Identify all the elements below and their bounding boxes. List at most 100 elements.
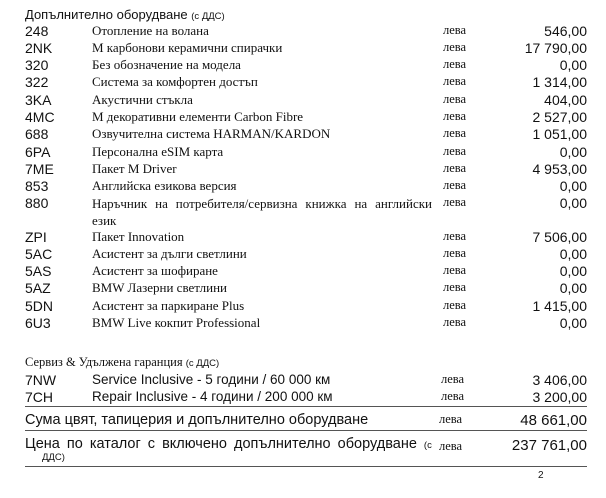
item-code: ZPI — [25, 229, 47, 245]
item-code: 6PA — [25, 144, 51, 160]
catalog-note-cont: ДДС) — [42, 452, 65, 463]
item-currency: лева — [443, 57, 467, 71]
item-amount: 1 051,00 — [532, 126, 588, 142]
item-description: Асистент за дълги светлини — [92, 246, 247, 261]
page-number: 2 — [538, 470, 544, 481]
item-currency: лева — [443, 161, 467, 175]
sum-amount: 48 661,00 — [520, 412, 587, 429]
item-code: 5AC — [25, 246, 53, 262]
table-row: 3KA Акустични стъкла лева 404,00 — [0, 92, 606, 109]
item-description: Наръчник на потребителя/сервизна книжка … — [92, 196, 432, 228]
item-currency: лева — [443, 315, 467, 329]
service-title-note: (с ДДС) — [185, 358, 220, 369]
item-description: Отопление на волана — [92, 23, 209, 38]
table-row: 6PA Персонална eSIM карта лева 0,00 — [0, 144, 606, 161]
item-code: 2NK — [25, 40, 53, 56]
service-heading: Сервиз & Удължена гаранция (с ДДС) — [25, 355, 219, 370]
table-row: 7NW Service Inclusive - 5 години / 60 000… — [0, 372, 606, 389]
item-currency: лева — [443, 23, 467, 37]
divider — [25, 466, 587, 467]
item-amount: 0,00 — [559, 246, 587, 262]
table-row: 880 Наръчник на потребителя/сервизна книж… — [0, 195, 606, 228]
item-description: Система за комфортен достъп — [92, 74, 258, 89]
item-amount: 4 953,00 — [532, 161, 588, 177]
item-amount: 404,00 — [544, 92, 587, 108]
item-code: 4MC — [25, 109, 55, 125]
item-code: 688 — [25, 126, 49, 142]
item-code: 853 — [25, 178, 49, 194]
sum-row: Сума цвят, тапицерия и допълнително обор… — [0, 412, 606, 429]
table-row: 7CH Repair Inclusive - 4 години / 200 000… — [0, 389, 606, 406]
catalog-label: Цена по каталог с включено допълнително … — [25, 436, 432, 452]
item-code: 7CH — [25, 389, 54, 405]
item-amount: 0,00 — [559, 57, 587, 73]
item-currency: лева — [443, 246, 467, 260]
table-row: 6U3 BMW Live кокпит Professional лева 0,00 — [0, 315, 606, 332]
item-currency: лева — [443, 74, 467, 88]
item-description: М декоративни елементи Carbon Fibre — [92, 109, 304, 124]
item-code: 7ME — [25, 161, 54, 177]
table-row: 4MC М декоративни елементи Carbon Fibre ле… — [0, 109, 606, 126]
table-row: 320 Без обозначение на модела лева 0,00 — [0, 57, 606, 74]
item-description: Repair Inclusive - 4 години / 200 000 км — [92, 389, 333, 404]
item-description: Service Inclusive - 5 години / 60 000 км — [92, 372, 331, 387]
item-currency: лева — [443, 40, 467, 54]
table-row: 688 Озвучителна система HARMAN/KARDON лева… — [0, 126, 606, 143]
item-currency: лева — [443, 195, 467, 209]
table-row: 853 Английска езикова версия лева 0,00 — [0, 178, 606, 195]
item-amount: 0,00 — [559, 195, 587, 211]
item-code: 6U3 — [25, 315, 51, 331]
table-row: 7ME Пакет M Driver лева 4 953,00 — [0, 161, 606, 178]
item-description: BMW Лазерни светлини — [92, 280, 227, 295]
sum-currency: лева — [439, 412, 463, 426]
item-description: Пакет Innovation — [92, 229, 185, 244]
table-row: 248 Отопление на волана лева 546,00 — [0, 23, 606, 40]
catalog-currency: лева — [439, 439, 463, 453]
item-currency: лева — [443, 126, 467, 140]
item-description: BMW Live кокпит Professional — [92, 315, 261, 330]
item-code: 322 — [25, 74, 49, 90]
item-description: Акустични стъкла — [92, 92, 193, 107]
item-description: Асистент за шофиране — [92, 263, 218, 278]
item-currency: лева — [443, 109, 467, 123]
item-currency: лева — [441, 389, 465, 403]
table-row: 5AC Асистент за дълги светлини лева 0,00 — [0, 246, 606, 263]
item-code: 248 — [25, 23, 49, 39]
item-code: 5AS — [25, 263, 52, 279]
item-currency: лева — [441, 372, 465, 386]
table-row: 322 Система за комфортен достъп лева 1 314,… — [0, 74, 606, 91]
item-code: 880 — [25, 195, 49, 211]
item-amount: 17 790,00 — [524, 40, 587, 56]
item-description: Персонална eSIM карта — [92, 144, 224, 159]
item-amount: 1 415,00 — [532, 298, 588, 314]
item-description: Английска езикова версия — [92, 178, 237, 193]
item-code: 5AZ — [25, 280, 51, 296]
catalog-note: (с — [423, 440, 432, 451]
divider — [25, 430, 587, 431]
catalog-row: Цена по каталог с включено допълнително … — [0, 436, 606, 463]
table-row: 2NK М карбонови керамични спирачки лева 17 … — [0, 40, 606, 57]
sum-label: Сума цвят, тапицерия и допълнително обор… — [25, 412, 369, 428]
item-description: Без обозначение на модела — [92, 57, 241, 72]
item-description: Асистент за паркиране Plus — [92, 298, 245, 313]
item-currency: лева — [443, 144, 467, 158]
item-currency: лева — [443, 178, 467, 192]
equipment-title: Допълнително оборудване — [25, 7, 188, 22]
table-row: 5AZ BMW Лазерни светлини лева 0,00 — [0, 280, 606, 297]
item-code: 320 — [25, 57, 49, 73]
item-amount: 0,00 — [559, 263, 587, 279]
item-amount: 0,00 — [559, 280, 587, 296]
item-description: М карбонови керамични спирачки — [92, 40, 283, 55]
catalog-label-text: Цена по каталог с включено допълнително … — [25, 436, 417, 452]
item-amount: 3 200,00 — [532, 389, 588, 405]
item-amount: 7 506,00 — [532, 229, 588, 245]
item-amount: 2 527,00 — [532, 109, 588, 125]
table-row: ZPI Пакет Innovation лева 7 506,00 — [0, 229, 606, 246]
equipment-heading: Допълнително оборудване (с ДДС) — [25, 7, 225, 22]
item-currency: лева — [443, 92, 467, 106]
item-currency: лева — [443, 280, 467, 294]
item-amount: 0,00 — [559, 144, 587, 160]
catalog-amount: 237 761,00 — [511, 437, 587, 454]
equipment-title-note: (с ДДС) — [191, 11, 225, 22]
item-amount: 546,00 — [544, 23, 587, 39]
